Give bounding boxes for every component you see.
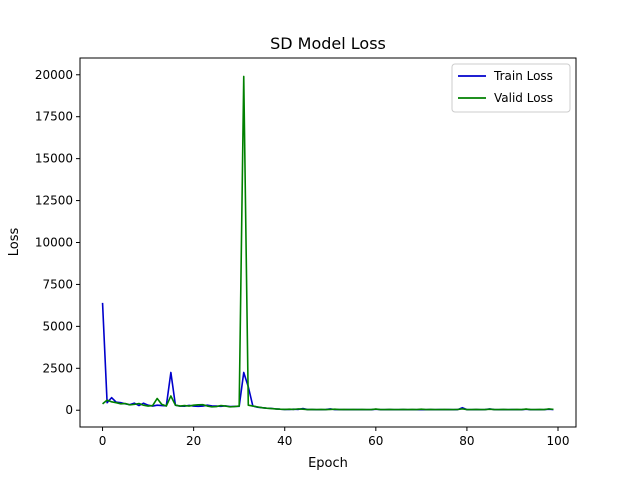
y-axis-label: Loss <box>7 228 22 257</box>
legend: Train Loss Valid Loss <box>451 63 571 113</box>
x-tick-label: 60 <box>368 434 383 448</box>
y-axis: 0 2500 5000 7500 10000 12500 15000 17500 20000 <box>35 68 80 417</box>
x-tick-label: 20 <box>186 434 201 448</box>
legend-label-train-loss: Train Loss <box>493 69 553 83</box>
y-tick-label: 10000 <box>35 236 73 250</box>
y-tick-label: 17500 <box>35 110 73 124</box>
y-tick-label: 0 <box>65 403 73 417</box>
chart-title: SD Model Loss <box>270 34 386 53</box>
y-tick-label: 15000 <box>35 152 73 166</box>
x-tick-label: 100 <box>547 434 570 448</box>
x-axis: 0 20 40 60 80 100 <box>99 427 570 448</box>
legend-label-valid-loss: Valid Loss <box>494 91 553 105</box>
series-line-valid-loss <box>102 75 554 411</box>
plot-area <box>101 75 554 411</box>
x-tick-label: 0 <box>99 434 107 448</box>
x-tick-label: 80 <box>459 434 474 448</box>
x-axis-label: Epoch <box>308 456 348 471</box>
y-tick-label: 5000 <box>42 319 73 333</box>
x-tick-label: 40 <box>277 434 292 448</box>
y-tick-label: 2500 <box>42 361 73 375</box>
y-tick-label: 12500 <box>35 194 73 208</box>
y-tick-label: 7500 <box>42 277 73 291</box>
y-tick-label: 20000 <box>35 68 73 82</box>
